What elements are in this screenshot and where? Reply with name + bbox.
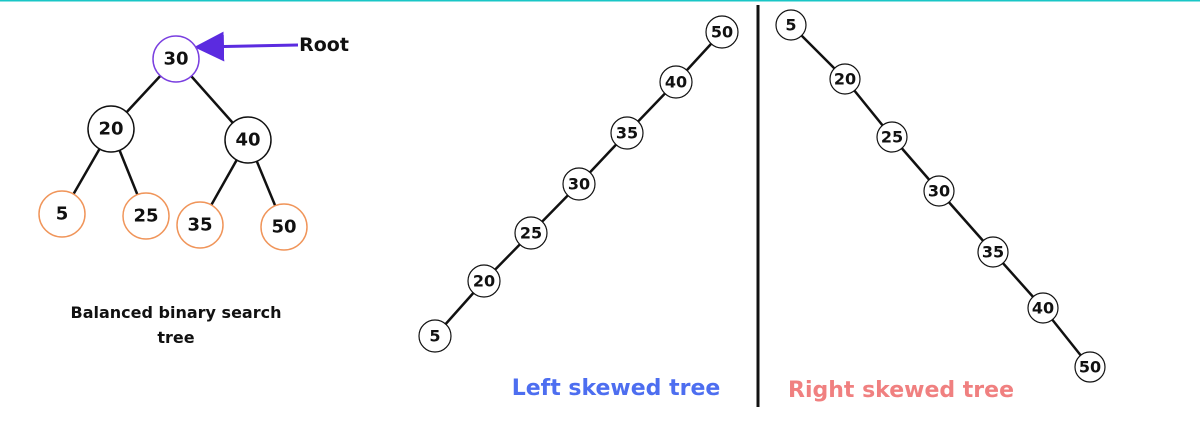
node — [923, 175, 955, 207]
node-label: 50 — [271, 217, 296, 238]
node-label: 40 — [235, 130, 260, 151]
node — [829, 63, 861, 95]
node-label: 25 — [520, 224, 542, 243]
node — [38, 190, 86, 238]
node-label: 25 — [881, 128, 903, 147]
right-caption: Right skewed tree — [788, 378, 1014, 403]
node — [705, 15, 739, 49]
node — [775, 9, 807, 41]
node — [418, 319, 452, 353]
node — [467, 264, 501, 298]
balanced-caption: Balanced binary search tree — [70, 303, 282, 347]
node-label: 5 — [785, 16, 796, 35]
node-label: 5 — [56, 204, 69, 225]
node — [659, 65, 693, 99]
node — [176, 201, 224, 249]
node-label: 30 — [163, 49, 188, 70]
node — [87, 105, 135, 153]
node — [152, 35, 200, 83]
root-arrow — [194, 31, 299, 62]
node-label: 35 — [187, 215, 212, 236]
node — [876, 121, 908, 153]
node — [122, 192, 170, 240]
node-label: 20 — [98, 119, 123, 140]
node — [977, 236, 1009, 268]
node — [562, 167, 596, 201]
node-label: 50 — [1079, 358, 1101, 377]
node-label: 35 — [982, 243, 1004, 262]
node — [514, 216, 548, 250]
node-label: 40 — [1032, 299, 1054, 318]
node-label: 5 — [429, 327, 440, 346]
node — [260, 203, 308, 251]
root-label: Root — [299, 34, 349, 56]
node — [610, 116, 644, 150]
node-label: 25 — [133, 206, 158, 227]
node-label: 40 — [665, 73, 687, 92]
node — [1027, 292, 1059, 324]
node-label: 20 — [834, 70, 856, 89]
node-label: 30 — [568, 175, 590, 194]
node-label: 30 — [928, 182, 950, 201]
node-label: 35 — [616, 124, 638, 143]
node — [1074, 351, 1106, 383]
node-label: 20 — [473, 272, 495, 291]
node — [224, 116, 272, 164]
node-label: 50 — [711, 23, 733, 42]
left-caption: Left skewed tree — [511, 376, 721, 401]
